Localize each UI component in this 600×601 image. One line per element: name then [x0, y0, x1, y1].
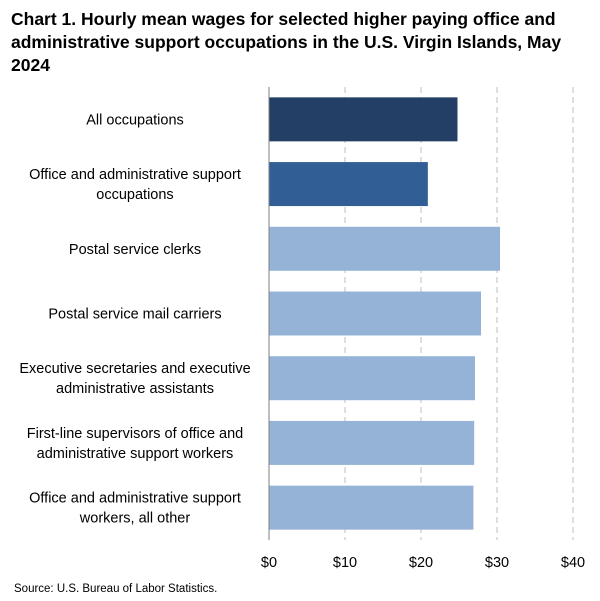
bar: [269, 162, 428, 207]
category-label: Office and administrative support workers…: [29, 491, 241, 527]
bar: [269, 420, 475, 465]
x-tick-label: $20: [409, 555, 433, 571]
bar: [269, 291, 482, 336]
x-tick-label: $30: [485, 555, 509, 571]
x-tick-label: $10: [333, 555, 357, 571]
bar: [269, 485, 474, 530]
x-tick-label: $40: [561, 555, 585, 571]
category-label: All occupations: [86, 112, 184, 128]
x-tick-labels: $0 $10 $20 $30 $40: [261, 555, 585, 571]
chart-title: Chart 1. Hourly mean wages for selected …: [11, 9, 562, 75]
x-tick-label: $0: [261, 555, 277, 571]
bar: [269, 97, 458, 142]
category-label: First-line supervisors of office and admi…: [27, 426, 244, 462]
category-label: Postal service mail carriers: [48, 307, 221, 323]
category-labels: All occupations Office and administrative…: [19, 112, 250, 526]
bars: [269, 97, 501, 530]
bar: [269, 226, 501, 271]
bar: [269, 356, 475, 401]
source-note: Source: U.S. Bureau of Labor Statistics.: [14, 583, 218, 595]
category-label: Postal service clerks: [69, 242, 201, 258]
category-label: Office and administrative support occupat…: [29, 167, 241, 203]
category-label: Executive secretaries and executive admin…: [19, 361, 250, 397]
